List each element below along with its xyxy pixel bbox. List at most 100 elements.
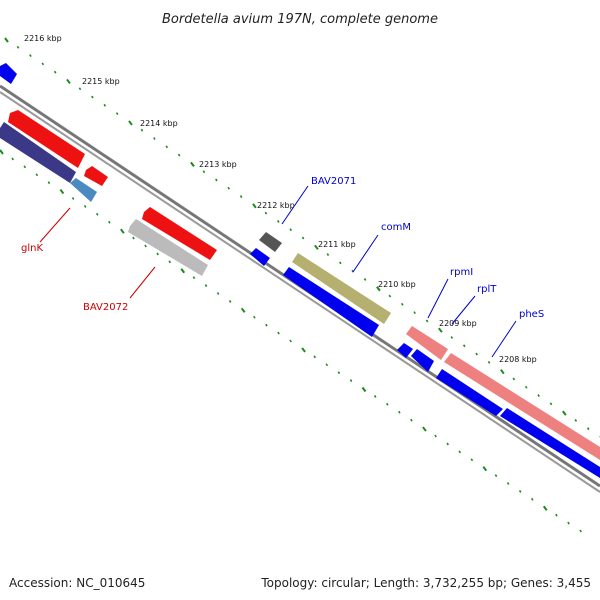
tick-dot bbox=[574, 419, 578, 422]
tick-dot bbox=[301, 347, 306, 353]
tick-dot bbox=[385, 402, 389, 406]
tick-label: 2215 kbp bbox=[82, 77, 120, 86]
gene-features bbox=[0, 63, 600, 478]
tick-dot bbox=[458, 450, 462, 454]
tick-dot bbox=[83, 205, 87, 208]
tick-dot bbox=[530, 497, 534, 501]
tick-dot bbox=[132, 236, 135, 240]
tick-dot bbox=[265, 323, 268, 327]
tick-dot bbox=[586, 427, 590, 431]
gene-arrow[interactable] bbox=[0, 63, 17, 84]
tick-dot bbox=[190, 161, 195, 167]
tick-dot bbox=[41, 62, 45, 66]
tick-dot bbox=[512, 377, 516, 381]
tick-dot bbox=[115, 112, 119, 116]
gene-arrow[interactable] bbox=[444, 353, 600, 460]
tick-dot bbox=[388, 294, 392, 298]
tick-dot bbox=[140, 128, 144, 132]
tick-dot bbox=[59, 188, 65, 195]
tick-dot bbox=[91, 95, 94, 99]
tick-dot bbox=[487, 360, 491, 364]
accession-text: Accession: NC_010645 bbox=[9, 576, 146, 590]
gene-label-bav2072[interactable]: BAV2072 bbox=[83, 302, 128, 313]
gene-arrow[interactable] bbox=[0, 122, 76, 183]
tick-dot bbox=[363, 278, 367, 281]
tick-dot bbox=[16, 45, 20, 49]
gene-label-rplT[interactable]: rplT bbox=[477, 284, 497, 295]
tick-dot bbox=[549, 402, 553, 406]
tick-dot bbox=[53, 70, 57, 74]
tick-dot bbox=[264, 211, 268, 215]
tick-dot bbox=[337, 371, 341, 375]
genome-backbone-inner bbox=[0, 91, 600, 493]
tick-dot bbox=[506, 482, 510, 485]
tick-dot bbox=[165, 145, 169, 149]
gene-arrow[interactable] bbox=[128, 219, 208, 276]
tick-dot bbox=[95, 212, 99, 216]
gene-label-comM[interactable]: comM bbox=[381, 222, 411, 233]
tick-dot bbox=[216, 292, 220, 295]
tick-dot bbox=[108, 220, 111, 224]
tick-dot bbox=[168, 260, 172, 264]
tick-label: 2216 kbp bbox=[24, 34, 62, 43]
tick-dot bbox=[11, 157, 14, 161]
tick-dot bbox=[35, 173, 39, 177]
gene-arrow[interactable] bbox=[411, 349, 434, 372]
tick-dot-tracks bbox=[0, 37, 600, 533]
tick-dot bbox=[500, 369, 505, 375]
tick-dot bbox=[4, 37, 9, 43]
tick-dot bbox=[373, 395, 377, 398]
topology-text: Topology: circular; Length: 3,732,255 bp… bbox=[261, 576, 591, 590]
tick-dot bbox=[376, 286, 381, 292]
tick-label: 2210 kbp bbox=[378, 280, 416, 289]
tick-dot bbox=[518, 490, 522, 493]
gene-label-rpmI[interactable]: rpmI bbox=[450, 267, 473, 278]
tick-dot bbox=[462, 344, 466, 348]
gene-arrow[interactable] bbox=[283, 267, 379, 337]
gene-arrow[interactable] bbox=[397, 343, 413, 358]
tick-dot bbox=[438, 327, 443, 333]
tick-dot bbox=[398, 410, 401, 414]
tick-dot bbox=[555, 513, 558, 517]
tick-dot bbox=[215, 178, 218, 182]
tick-dot bbox=[422, 426, 427, 432]
tick-label: 2213 kbp bbox=[199, 160, 237, 169]
gene-arrow[interactable] bbox=[406, 326, 448, 360]
tick-dot bbox=[227, 186, 231, 190]
tick-dot bbox=[23, 165, 27, 169]
tick-dot bbox=[482, 466, 488, 472]
gene-arrow[interactable] bbox=[292, 253, 391, 324]
gene-label-pheS[interactable]: pheS bbox=[519, 309, 544, 320]
gene-arrow[interactable] bbox=[500, 408, 600, 478]
tick-dot bbox=[128, 120, 133, 126]
gene-arrow[interactable] bbox=[259, 232, 282, 252]
tick-label: 2212 kbp bbox=[257, 201, 295, 210]
gene-arrow[interactable] bbox=[8, 110, 85, 168]
gene-arrow[interactable] bbox=[436, 369, 503, 416]
tick-dot bbox=[240, 307, 246, 313]
tick-dot bbox=[204, 284, 208, 287]
gene-arrow[interactable] bbox=[142, 207, 217, 260]
tick-dot bbox=[413, 311, 416, 315]
tick-dot bbox=[339, 261, 342, 265]
tick-dot bbox=[103, 103, 107, 107]
tick-dot bbox=[202, 170, 206, 174]
tick-dot bbox=[239, 195, 243, 198]
tick-dot bbox=[524, 385, 528, 389]
tick-label: 2208 kbp bbox=[499, 355, 537, 364]
tick-dot bbox=[326, 253, 330, 256]
tick-dot bbox=[289, 228, 292, 232]
gene-arrow[interactable] bbox=[70, 178, 97, 202]
tick-dot bbox=[325, 363, 329, 367]
tick-dot bbox=[361, 386, 367, 393]
gene-arrow[interactable] bbox=[84, 166, 108, 186]
gene-arrow[interactable] bbox=[250, 248, 270, 266]
tick-dot bbox=[562, 410, 567, 416]
tick-dot bbox=[475, 352, 478, 356]
tick-label: 2214 kbp bbox=[140, 119, 178, 128]
tick-dot bbox=[71, 197, 75, 200]
tick-dot bbox=[434, 434, 437, 438]
gene-label-bav2071[interactable]: BAV2071 bbox=[311, 176, 356, 187]
gene-label-glnK[interactable]: glnK bbox=[21, 243, 43, 254]
